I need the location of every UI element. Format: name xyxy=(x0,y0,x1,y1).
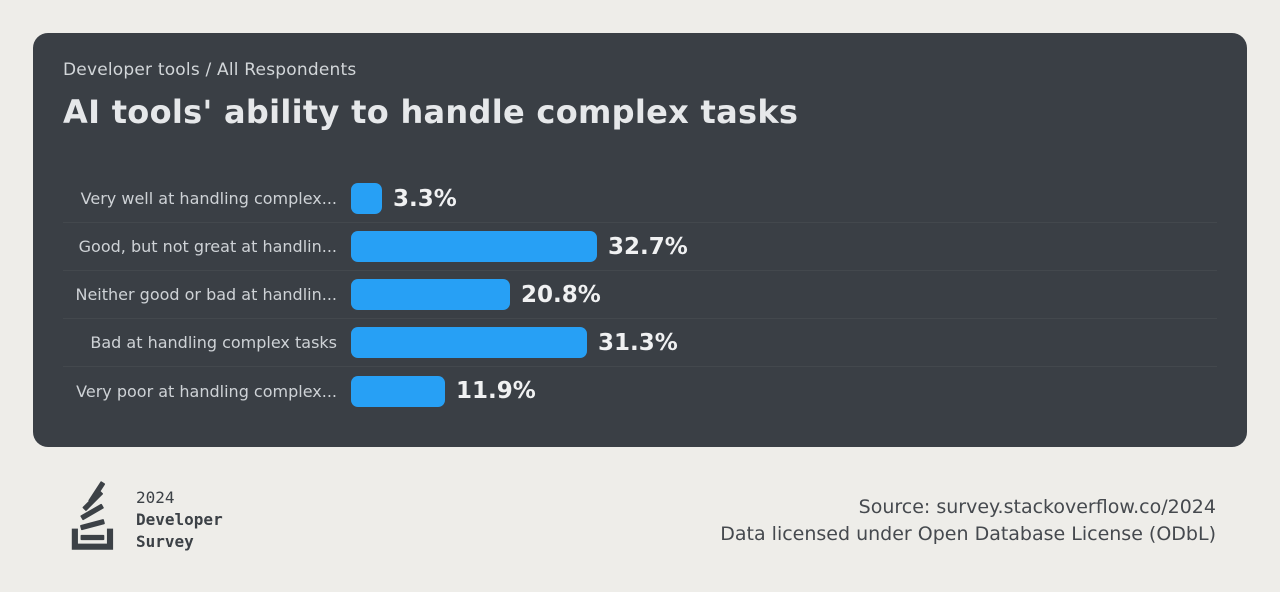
bar xyxy=(351,279,510,310)
source-attribution: Source: survey.stackoverflow.co/2024 Dat… xyxy=(720,494,1216,548)
category-label: Bad at handling complex tasks xyxy=(90,333,337,352)
bar xyxy=(351,327,587,358)
chart-row: Bad at handling complex tasks 31.3% xyxy=(63,319,1217,367)
category-label: Very poor at handling complex... xyxy=(76,381,337,401)
license-note: Data licensed under Open Database Licens… xyxy=(720,523,1216,545)
bar xyxy=(351,231,597,262)
logo-wordmark: 2024 Developer Survey xyxy=(136,487,223,553)
value-label: 20.8% xyxy=(521,281,601,308)
category-label: Good, but not great at handlin... xyxy=(78,237,337,256)
bar-chart: Very well at handling complex... 3.3% Go… xyxy=(63,175,1217,415)
value-label: 11.9% xyxy=(456,378,536,404)
logo-year: 2024 xyxy=(136,488,175,507)
logo-word-survey: Survey xyxy=(136,532,194,551)
category-label: Neither good or bad at handlin... xyxy=(75,285,337,304)
source-url: Source: survey.stackoverflow.co/2024 xyxy=(858,496,1216,518)
logo-word-developer: Developer xyxy=(136,510,223,529)
chart-row: Good, but not great at handlin... 32.7% xyxy=(63,223,1217,271)
chart-row: Neither good or bad at handlin... 20.8% xyxy=(63,271,1217,319)
chart-card: Developer tools / All Respondents AI too… xyxy=(33,33,1247,447)
value-label: 31.3% xyxy=(598,329,678,356)
value-label: 3.3% xyxy=(393,185,457,212)
chart-row: Very poor at handling complex... 11.9% xyxy=(63,367,1217,415)
value-label: 32.7% xyxy=(608,233,688,260)
category-label: Very well at handling complex... xyxy=(80,189,337,208)
bar xyxy=(351,183,382,214)
stackoverflow-logo-icon xyxy=(71,481,114,550)
bar xyxy=(351,375,445,407)
page-title: AI tools' ability to handle complex task… xyxy=(63,93,799,131)
chart-row: Very well at handling complex... 3.3% xyxy=(63,175,1217,223)
breadcrumb: Developer tools / All Respondents xyxy=(63,60,357,80)
